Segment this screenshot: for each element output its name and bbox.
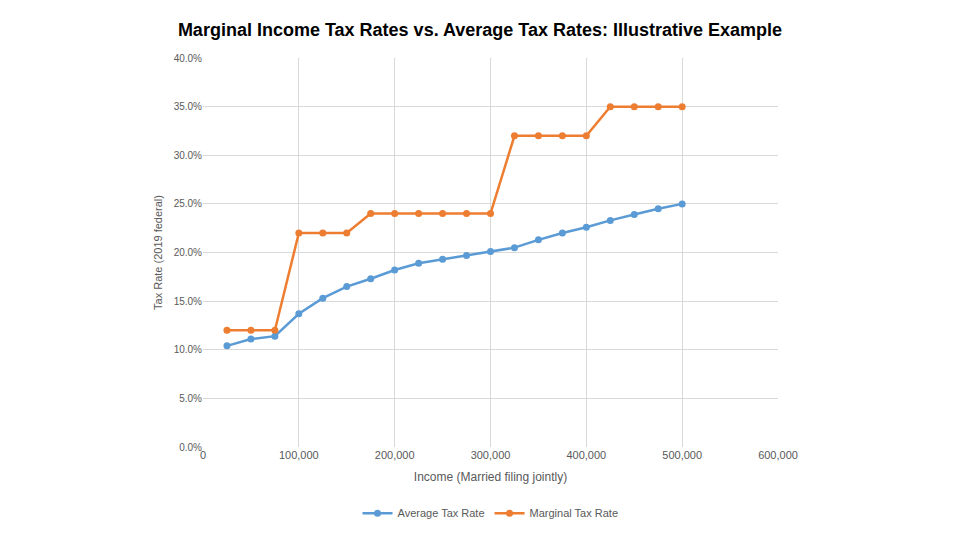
svg-text:200,000: 200,000 xyxy=(375,449,415,461)
svg-text:300,000: 300,000 xyxy=(471,449,511,461)
svg-text:35.0%: 35.0% xyxy=(174,101,202,112)
svg-text:15.0%: 15.0% xyxy=(174,296,202,307)
svg-text:500,000: 500,000 xyxy=(662,449,702,461)
svg-text:40.0%: 40.0% xyxy=(174,53,202,64)
svg-text:Average Tax Rate: Average Tax Rate xyxy=(398,507,485,519)
svg-text:Marginal Tax Rate: Marginal Tax Rate xyxy=(530,507,618,519)
svg-text:10.0%: 10.0% xyxy=(174,344,202,355)
svg-text:600,000: 600,000 xyxy=(758,449,798,461)
svg-text:100,000: 100,000 xyxy=(279,449,319,461)
svg-text:Tax Rate (2019 federal): Tax Rate (2019 federal) xyxy=(152,195,164,310)
svg-text:5.0%: 5.0% xyxy=(179,393,202,404)
svg-text:20.0%: 20.0% xyxy=(174,247,202,258)
svg-text:Marginal Income Tax Rates vs.: Marginal Income Tax Rates vs. Average Ta… xyxy=(178,20,782,40)
svg-text:400,000: 400,000 xyxy=(566,449,606,461)
svg-text:30.0%: 30.0% xyxy=(174,150,202,161)
svg-text:25.0%: 25.0% xyxy=(174,198,202,209)
svg-text:0.0%: 0.0% xyxy=(179,442,202,453)
svg-text:Income (Married filing jointly: Income (Married filing jointly) xyxy=(414,470,567,484)
svg-text:0: 0 xyxy=(200,449,206,461)
